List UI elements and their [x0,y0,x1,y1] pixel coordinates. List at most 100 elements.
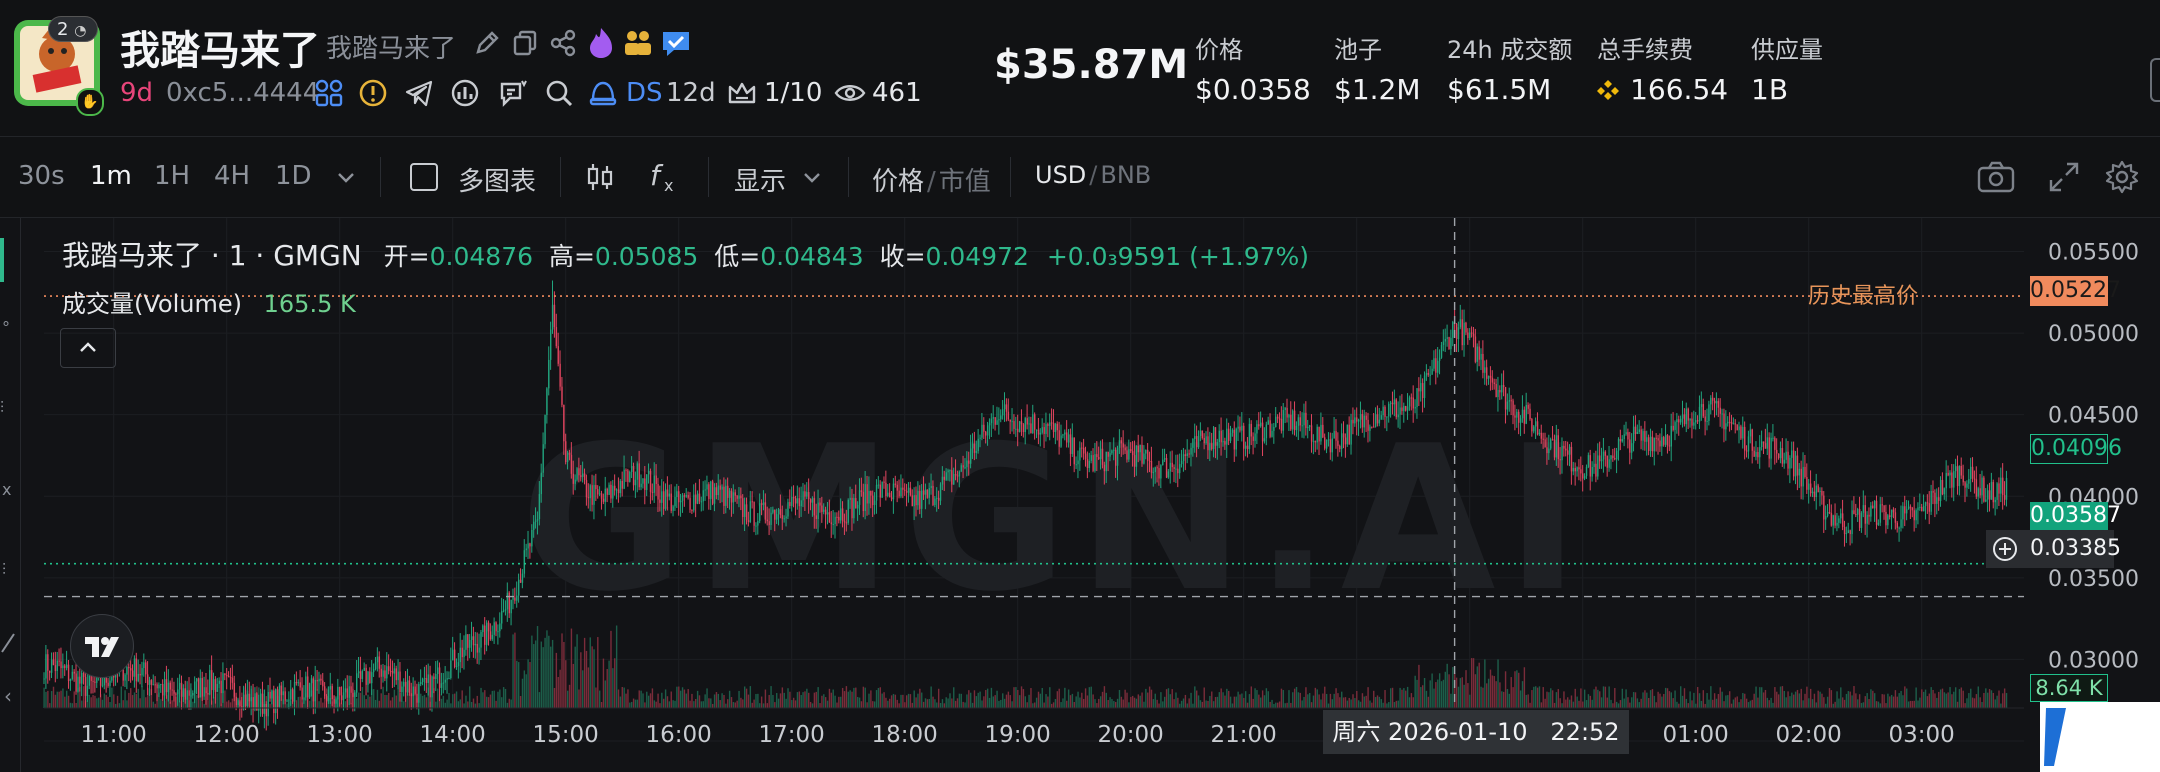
volume-bar [465,695,467,708]
volume-bar [1201,701,1204,708]
candle-body [386,666,388,679]
interval-4h[interactable]: 4H [214,161,251,191]
price-chart[interactable]: GMGN.AI 0.05500 0.05000 0.04500 0.04000 0.03… [0,218,2160,772]
volume-bar [482,692,484,708]
volume-bar [66,690,68,708]
candle-type-icon[interactable] [584,161,616,193]
volume-bar [1312,695,1315,708]
bundle-icon[interactable] [314,78,344,108]
copy-icon[interactable] [510,28,540,58]
volume-bar [1158,703,1160,708]
candle-body [1455,323,1458,340]
header-right-edge-button[interactable] [2150,58,2160,102]
cursor-tool-icon[interactable] [0,238,4,282]
x-tick-label: 13:00 [307,722,373,748]
interval-1m[interactable]: 1m [90,161,132,191]
volume-bar [1331,699,1333,708]
multi-chart-checkbox[interactable] [410,163,438,191]
candle-body [1288,414,1290,418]
trend-line-tool-icon[interactable]: ° [2,318,10,337]
dex-chart-icon[interactable] [450,78,480,108]
candle-body [1834,515,1836,526]
volume-bar [802,692,804,708]
volume-bar [1909,700,1912,708]
candle-body [808,492,810,500]
mcap-option[interactable]: 市值 [938,167,991,197]
line-tool-icon[interactable] [0,626,20,656]
interval-1d[interactable]: 1D [275,161,312,191]
usd-option[interactable]: USD [1035,161,1087,189]
tradingview-logo[interactable] [70,614,134,678]
candle-body [1843,526,1846,534]
price-option[interactable]: 价格 [872,167,925,197]
volume-bar [1327,703,1330,708]
candle-body [1945,472,1947,489]
warning-icon[interactable] [358,78,388,108]
candle-body [1067,434,1070,443]
volume-bar [1800,688,1802,708]
volume-bar [1715,698,1718,708]
candle-body [804,491,806,497]
volume-bar [711,703,714,708]
share-icon[interactable] [548,28,578,58]
volume-bar [58,691,60,708]
candle-body [487,622,490,632]
contract-address[interactable]: 0xc5...4444 [166,78,320,108]
candle-body [1292,410,1294,430]
candle-body [1857,509,1859,515]
candle-body [683,495,686,497]
display-menu[interactable]: 显示 [734,167,787,197]
candle-body [126,666,128,675]
volume-bar [165,695,168,708]
svg-text:x: x [664,176,673,195]
volume-bar [1218,692,1220,708]
candle-body [1133,455,1136,467]
holders-group-icon [622,28,654,58]
volume-bar [1766,697,1769,708]
measure-tool-icon[interactable]: ⫶ [2,560,7,579]
edit-icon[interactable] [472,28,502,58]
volume-bar [1098,698,1100,708]
gear-icon[interactable] [2104,159,2140,195]
bnb-option[interactable]: BNB [1100,161,1152,189]
volume-bar [1455,677,1458,708]
candle-body [881,481,883,498]
candle-body [1011,421,1013,423]
candle-body [1578,467,1580,470]
camera-icon[interactable] [1976,159,2016,195]
candle-body [1595,463,1597,477]
tweet-search-icon[interactable] [498,78,528,108]
telegram-icon[interactable] [404,78,434,108]
candle-body [877,484,880,486]
fib-tool-icon[interactable]: ⫶ [0,398,5,417]
candle-body [1470,332,1473,334]
interval-1h[interactable]: 1H [154,161,191,191]
collapse-tools-icon[interactable]: ‹ [4,684,12,708]
chevron-down-icon[interactable] [334,165,358,189]
volume-bar [64,696,66,708]
candle-body [939,484,942,501]
candle-body [510,599,512,614]
chevron-down-icon[interactable] [800,165,824,189]
currency-toggle[interactable]: USD / BNB [1035,161,1151,189]
candle-body [1260,422,1262,427]
candle-body [960,465,962,472]
volume-bar [350,702,352,708]
volume-bar [1239,694,1241,708]
add-alert-icon[interactable] [1992,536,2018,562]
candle-body [855,498,857,509]
interval-30s[interactable]: 30s [18,161,65,191]
candle-body [663,491,665,509]
price-mcap-toggle[interactable]: 价格 / 市值 [872,161,991,198]
search-icon[interactable] [544,78,574,108]
candle-body [1030,423,1032,434]
candle-body [1363,415,1366,428]
candle-body [1939,479,1942,501]
collapse-legend-button[interactable] [60,328,116,368]
fullscreen-icon[interactable] [2046,159,2082,195]
candle-body [1680,418,1682,423]
candle-body [728,490,731,498]
brush-tool-icon[interactable]: ⅹ [2,480,12,499]
multi-chart-label[interactable]: 多图表 [458,167,537,197]
